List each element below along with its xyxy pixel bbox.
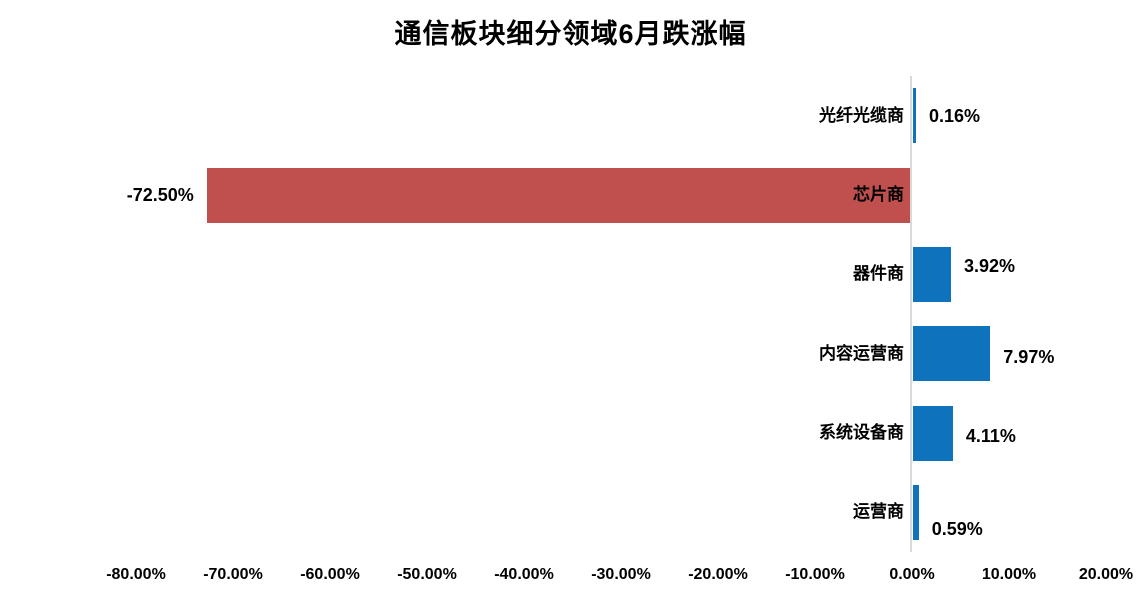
- category-label: 芯片商: [853, 185, 904, 204]
- x-axis-tick-label: -30.00%: [591, 566, 651, 583]
- category-label: 光纤光缆商: [819, 105, 904, 125]
- bar-6: [913, 484, 919, 540]
- value-label: 0.16%: [929, 105, 981, 126]
- category-label: 器件商: [853, 264, 904, 284]
- x-axis-tick-label: -40.00%: [494, 566, 554, 583]
- value-label: 3.92%: [964, 256, 1016, 277]
- zero-axis-line: [909, 76, 912, 552]
- value-label: 0.59%: [931, 519, 983, 540]
- x-axis-tick-label: -60.00%: [300, 566, 360, 583]
- bar-2: [206, 167, 910, 223]
- x-axis-tick-label: -80.00%: [106, 566, 166, 583]
- category-label: 内容运营商: [819, 343, 904, 363]
- x-axis-tick-label: 10.00%: [981, 566, 1037, 583]
- chart-title: 通信板块细分领域6月跌涨幅: [394, 19, 747, 49]
- x-axis-tick-label: -70.00%: [203, 566, 263, 583]
- x-axis-tick-label: -10.00%: [785, 566, 845, 583]
- value-label: 7.97%: [1003, 346, 1055, 367]
- bar-3: [913, 246, 952, 302]
- category-label: 系统设备商: [819, 423, 904, 442]
- value-label: 4.11%: [965, 426, 1016, 446]
- bar-4: [913, 326, 991, 382]
- category-label: 运营商: [853, 502, 904, 522]
- bar-1: [913, 88, 916, 144]
- x-axis-tick-label: 0.00%: [889, 566, 935, 583]
- bar-5: [913, 405, 953, 461]
- x-axis-tick-label: 20.00%: [1078, 566, 1134, 583]
- value-label: -72.50%: [126, 185, 194, 205]
- x-axis-tick-label: -20.00%: [688, 566, 748, 583]
- x-axis-tick-label: -50.00%: [397, 566, 457, 583]
